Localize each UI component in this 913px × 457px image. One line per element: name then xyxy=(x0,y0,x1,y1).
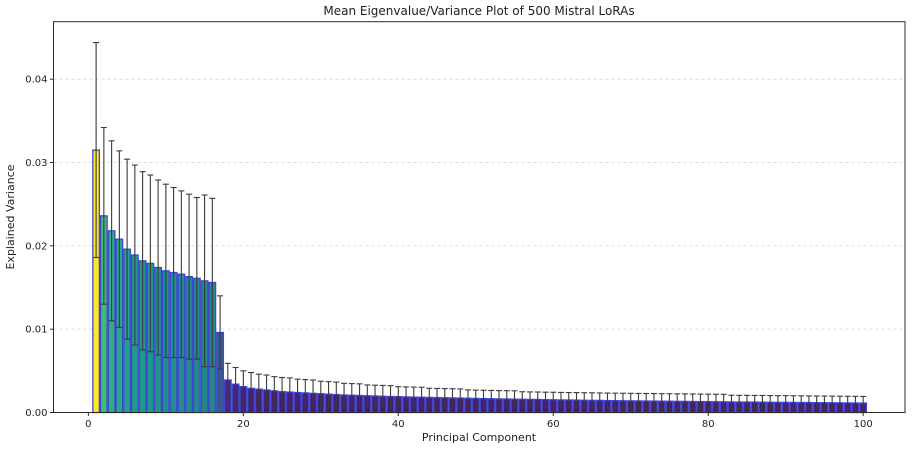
x-axis-label: Principal Component xyxy=(422,431,537,444)
chart-title: Mean Eigenvalue/Variance Plot of 500 Mis… xyxy=(323,4,634,18)
y-axis-label: Explained Variance xyxy=(4,164,17,269)
error-bars-group xyxy=(93,41,867,411)
x-tick-label: 0 xyxy=(85,419,91,430)
x-tick-label: 60 xyxy=(547,419,560,430)
y-tick-label: 0.02 xyxy=(25,241,47,252)
bars-group xyxy=(92,149,868,414)
x-tick-label: 20 xyxy=(237,419,250,430)
plot-border xyxy=(53,21,906,413)
x-tick-label: 100 xyxy=(854,419,873,430)
y-tick-label: 0.01 xyxy=(25,325,47,336)
y-tick-label: 0.03 xyxy=(25,158,47,169)
y-tick-label: 0.00 xyxy=(25,408,47,419)
y-tick-label: 0.04 xyxy=(25,75,47,86)
axes-group: 0.00 0.01 0.02 0.03 0.04 0 20 40 60 80 100 xyxy=(25,21,906,430)
x-tick-label: 40 xyxy=(392,419,405,430)
gridlines xyxy=(53,78,905,330)
x-tick-label: 80 xyxy=(702,419,715,430)
